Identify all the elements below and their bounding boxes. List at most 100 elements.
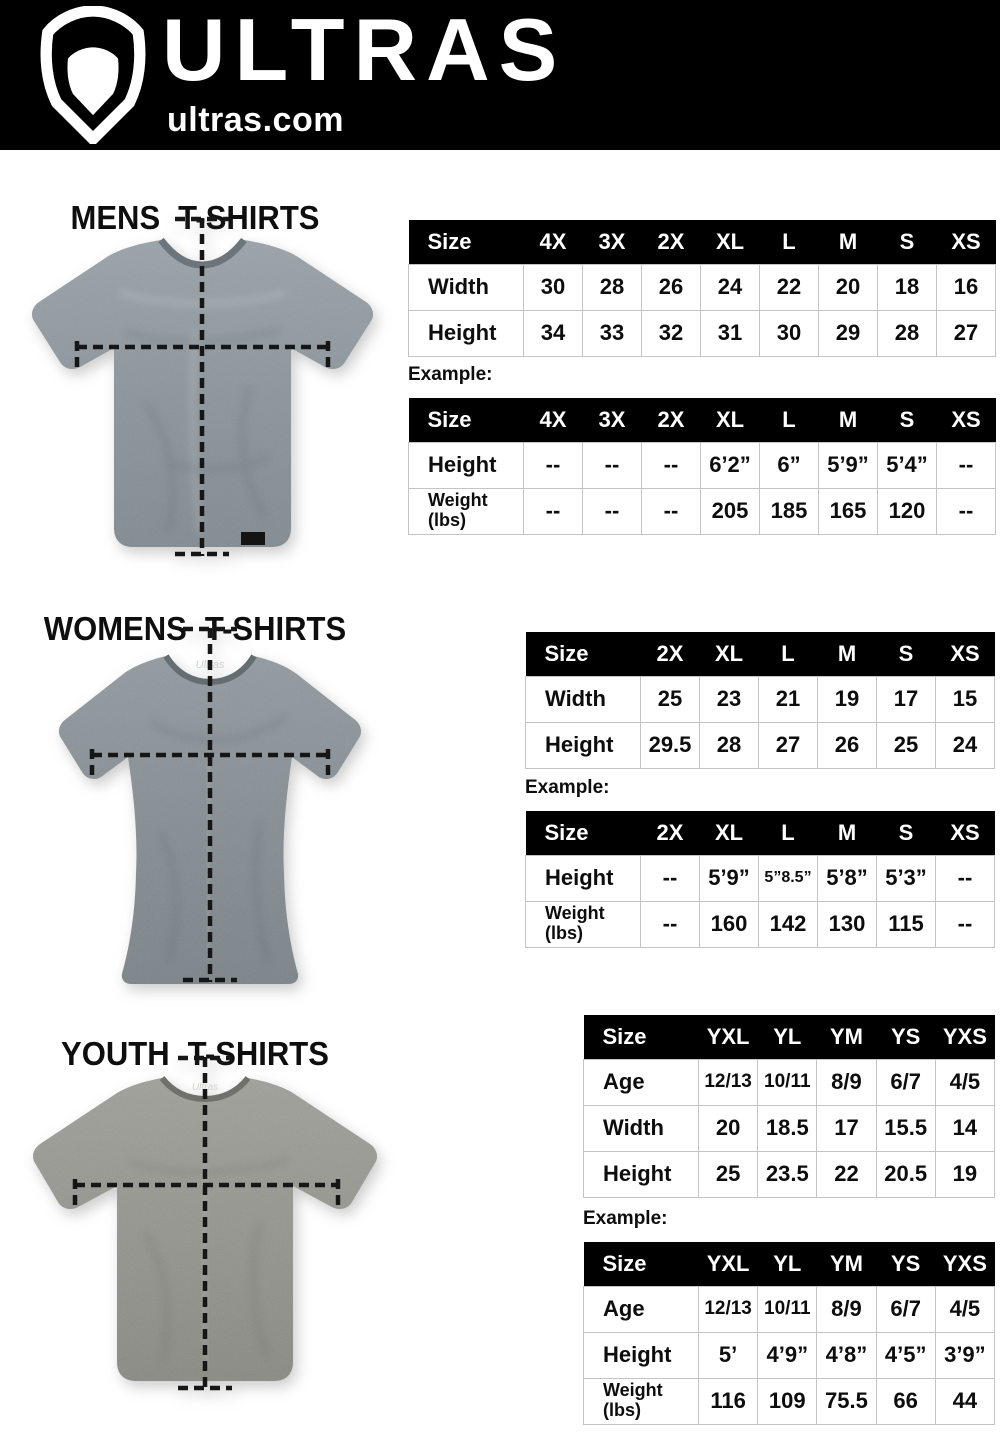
- size-header: XL: [700, 398, 760, 442]
- size-header: S: [876, 632, 936, 676]
- table-row: Height 25 23.5 22 20.5 19: [583, 1150, 996, 1198]
- value-cell: 4’9”: [757, 1331, 818, 1379]
- row-label: Weight (lbs): [583, 1377, 699, 1425]
- value-cell: 75.5: [816, 1377, 877, 1425]
- value-cell: 6’2”: [700, 441, 760, 489]
- value-cell: --: [935, 854, 995, 902]
- value-cell: 29.5: [640, 721, 700, 769]
- hem-tag: [241, 532, 265, 545]
- row-label: Height: [583, 1331, 699, 1379]
- table-row: Width 20 18.5 17 15.5 14: [583, 1104, 996, 1152]
- size-header: S: [877, 398, 937, 442]
- size-column-header: Size: [583, 1242, 699, 1286]
- value-cell: 21: [758, 675, 818, 723]
- value-cell: 23: [699, 675, 759, 723]
- value-cell: 28: [877, 309, 937, 357]
- collar-label: Ultras: [192, 1082, 218, 1093]
- value-cell: --: [935, 900, 995, 948]
- value-cell: 12/13: [697, 1058, 759, 1106]
- womens-tshirt-image: Ultras: [30, 622, 390, 990]
- value-cell: 4/5: [934, 1058, 996, 1106]
- table-row: Weight (lbs) -- 160 142 130 115 --: [525, 900, 995, 948]
- value-cell: 25: [697, 1150, 759, 1198]
- size-header: 2X: [641, 220, 701, 264]
- value-cell: 16: [936, 263, 996, 311]
- value-cell: --: [582, 487, 642, 535]
- value-cell: 4’8”: [816, 1331, 877, 1379]
- value-cell: 10/11: [757, 1285, 818, 1333]
- row-label: Height: [583, 1150, 699, 1198]
- table-row: Height 29.5 28 27 26 25 24: [525, 721, 995, 769]
- value-cell: 185: [759, 487, 819, 535]
- youth-example-table: Size YXL YL YM YS YXS Age 12/13 10/11 8/9 6/7 4/5 He…: [583, 1242, 996, 1425]
- value-cell: 18: [877, 263, 937, 311]
- value-cell: 17: [816, 1104, 877, 1152]
- row-label: Height: [525, 721, 641, 769]
- row-label: Height: [408, 441, 524, 489]
- value-cell: 130: [817, 900, 877, 948]
- value-cell: 205: [700, 487, 760, 535]
- size-header: L: [758, 632, 818, 676]
- value-cell: 109: [757, 1377, 818, 1425]
- size-header: XS: [935, 632, 995, 676]
- value-cell: 5’4”: [877, 441, 937, 489]
- size-header: M: [817, 811, 877, 855]
- youth-example-label: Example:: [583, 1208, 668, 1229]
- table-row: Width 25 23 21 19 17 15: [525, 675, 995, 723]
- row-label: Width: [408, 263, 524, 311]
- value-cell: 34: [523, 309, 583, 357]
- size-column-header: Size: [525, 811, 641, 855]
- size-header: XS: [936, 398, 996, 442]
- value-cell: 33: [582, 309, 642, 357]
- value-cell: 116: [697, 1377, 759, 1425]
- value-cell: 32: [641, 309, 701, 357]
- value-cell: 8/9: [816, 1285, 877, 1333]
- size-header: L: [759, 398, 819, 442]
- size-header: 3X: [582, 220, 642, 264]
- value-cell: 27: [936, 309, 996, 357]
- size-header: YXS: [935, 1015, 995, 1059]
- value-cell: 20: [697, 1104, 759, 1152]
- measurement-lines: [72, 1055, 341, 1391]
- value-cell: --: [523, 441, 583, 489]
- value-cell: 8/9: [816, 1058, 877, 1106]
- value-cell: --: [936, 487, 996, 535]
- size-header: YL: [757, 1242, 817, 1286]
- value-cell: 44: [934, 1377, 996, 1425]
- size-header: 2X: [641, 398, 701, 442]
- size-header: 4X: [523, 398, 583, 442]
- row-label: Weight (lbs): [408, 487, 524, 535]
- size-header: 4X: [523, 220, 583, 264]
- size-column-header: Size: [583, 1015, 699, 1059]
- womens-example-label: Example:: [525, 777, 610, 798]
- size-header: XS: [936, 220, 996, 264]
- table-row: Width 30 28 26 24 22 20 18 16: [408, 263, 996, 311]
- value-cell: 142: [758, 900, 818, 948]
- table-row: Weight (lbs) -- -- -- 205 185 165 120 --: [408, 487, 996, 535]
- value-cell: 12/13: [697, 1285, 759, 1333]
- value-cell: --: [641, 441, 701, 489]
- size-header: YXL: [698, 1242, 758, 1286]
- size-header: 3X: [582, 398, 642, 442]
- row-label: Weight (lbs): [525, 900, 641, 948]
- value-cell: 20.5: [875, 1150, 936, 1198]
- size-column-header: Size: [525, 632, 641, 676]
- value-cell: 5”8.5”: [758, 854, 818, 902]
- size-header: YXS: [935, 1242, 995, 1286]
- table-row: Weight (lbs) 116 109 75.5 66 44: [583, 1377, 996, 1425]
- size-header: XS: [935, 811, 995, 855]
- value-cell: 10/11: [757, 1058, 818, 1106]
- value-cell: 29: [818, 309, 878, 357]
- mens-tshirt-image: [15, 212, 390, 560]
- value-cell: 30: [759, 309, 819, 357]
- size-header: XL: [699, 811, 759, 855]
- size-header: YL: [757, 1015, 817, 1059]
- size-header: YXL: [698, 1015, 758, 1059]
- measurement-lines: [89, 626, 331, 983]
- value-cell: 5’9”: [699, 854, 759, 902]
- size-header: YM: [816, 1015, 877, 1059]
- section-title-womens: WOMENS T-SHIRTS: [43, 610, 347, 648]
- size-header: XL: [700, 220, 760, 264]
- value-cell: 6/7: [875, 1285, 936, 1333]
- table-row: Height 5’ 4’9” 4’8” 4’5” 3’9”: [583, 1331, 996, 1379]
